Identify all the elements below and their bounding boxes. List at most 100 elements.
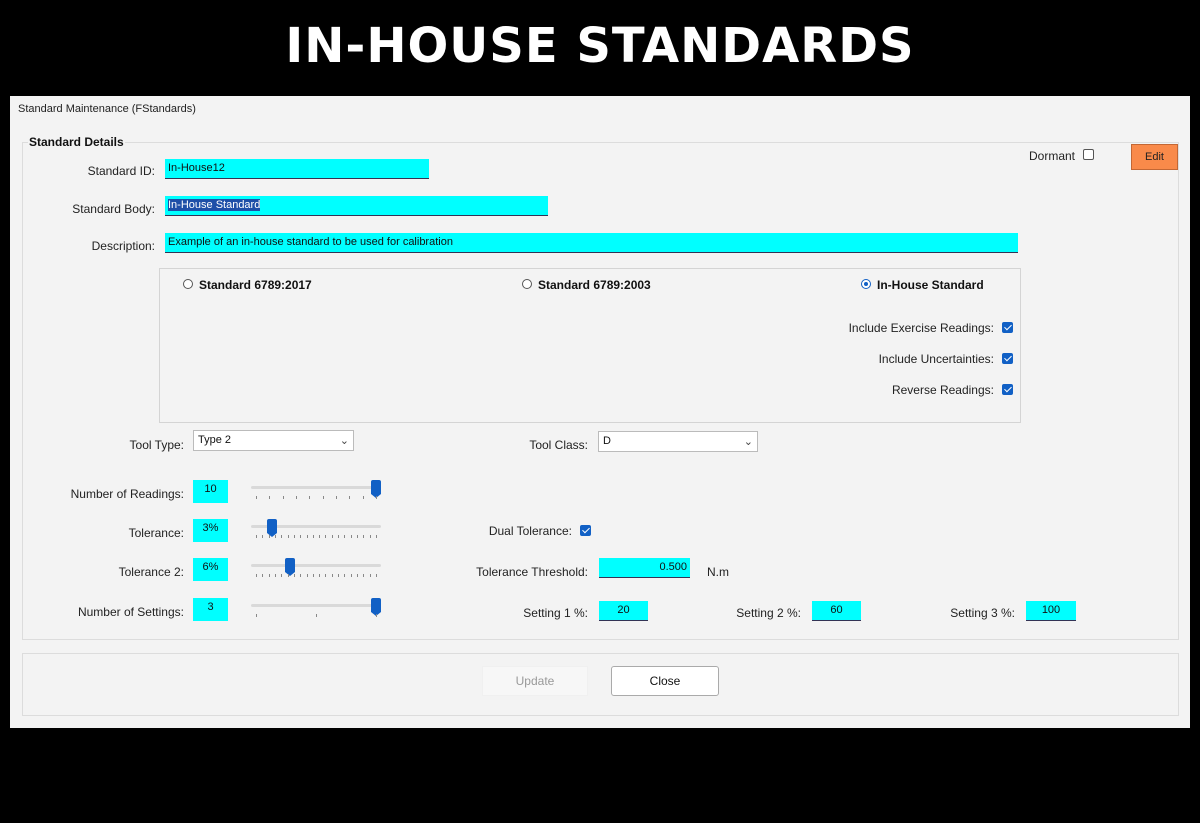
slider-thumb[interactable] — [284, 558, 295, 576]
slider-tick — [357, 574, 359, 577]
radio-standard-6789-2003[interactable] — [522, 279, 532, 289]
standard-details-group — [22, 142, 1179, 640]
close-button[interactable]: Close — [611, 666, 719, 696]
slider-thumb[interactable] — [266, 519, 277, 537]
slider-tick — [369, 574, 371, 577]
number-of-readings-value[interactable]: 10 — [193, 480, 228, 503]
slider-tick — [256, 574, 257, 577]
slider-tick — [282, 496, 284, 499]
setting-2-input[interactable]: 60 — [812, 601, 861, 621]
slider-tick — [309, 496, 311, 499]
tolerance-2-value[interactable]: 6% — [193, 558, 228, 581]
slider-tick — [300, 574, 302, 577]
slider-tick — [350, 574, 352, 577]
tolerance-2-label: Tolerance 2: — [118, 565, 184, 579]
standard-type-group — [159, 268, 1021, 423]
dormant-checkbox[interactable] — [1083, 149, 1094, 160]
setting-1-input[interactable]: 20 — [599, 601, 648, 621]
group-title: Standard Details — [28, 135, 125, 149]
slider-tick — [376, 574, 377, 577]
tolerance-threshold-label: Tolerance Threshold: — [476, 565, 588, 579]
number-of-readings-slider[interactable] — [251, 480, 381, 500]
slider-tick — [256, 614, 257, 617]
include-uncertainties-checkbox[interactable] — [1002, 353, 1013, 364]
tolerance-value[interactable]: 3% — [193, 519, 228, 542]
slider-tick — [357, 535, 359, 538]
slider-tick — [281, 535, 283, 538]
slider-tick — [322, 496, 324, 499]
slider-track — [251, 604, 381, 607]
standard-maintenance-window: Standard Maintenance (FStandards) Standa… — [10, 96, 1190, 728]
standard-body-input[interactable]: In-House Standard — [165, 196, 548, 216]
standard-body-selected-text: In-House Standard — [168, 199, 261, 211]
setting-3-label: Setting 3 %: — [950, 606, 1015, 620]
update-button[interactable]: Update — [482, 666, 588, 696]
chevron-down-icon: ⌄ — [339, 435, 349, 447]
number-of-readings-label: Number of Readings: — [70, 487, 184, 501]
slider-tick — [293, 574, 295, 577]
slider-tick — [306, 574, 308, 577]
tool-class-label: Tool Class: — [529, 438, 588, 452]
slider-tick — [362, 496, 364, 499]
tool-class-select[interactable]: D ⌄ — [598, 431, 758, 452]
slider-tick — [363, 574, 365, 577]
slider-tick — [256, 496, 257, 499]
number-of-settings-slider[interactable] — [251, 598, 381, 618]
slider-tick — [376, 535, 377, 538]
setting-1-label: Setting 1 %: — [523, 606, 588, 620]
tolerance-threshold-unit: N.m — [707, 565, 729, 579]
slider-tick — [336, 496, 337, 499]
slider-track — [251, 486, 381, 489]
slider-tick — [376, 496, 377, 499]
include-exercise-readings-label: Include Exercise Readings: — [848, 321, 994, 335]
slider-tick — [316, 614, 317, 617]
radio-label-in-house-standard[interactable]: In-House Standard — [877, 278, 984, 292]
button-bar — [22, 653, 1179, 716]
dual-tolerance-checkbox[interactable] — [580, 525, 591, 536]
slider-tick — [312, 535, 314, 538]
include-uncertainties-label: Include Uncertainties: — [878, 352, 994, 366]
radio-label-6789-2003[interactable]: Standard 6789:2003 — [538, 278, 651, 292]
slider-tick — [274, 535, 276, 538]
chevron-down-icon: ⌄ — [743, 436, 753, 448]
slider-tick — [331, 535, 333, 538]
window-title: Standard Maintenance (FStandards) — [18, 103, 196, 115]
slider-tick — [369, 535, 371, 538]
slider-tick — [349, 496, 351, 499]
radio-in-house-standard[interactable] — [861, 279, 871, 289]
slider-tick — [274, 574, 276, 577]
slider-tick — [300, 535, 302, 538]
slider-tick — [293, 535, 295, 538]
dormant-label: Dormant — [1029, 149, 1076, 163]
edit-button[interactable]: Edit — [1131, 144, 1178, 170]
setting-2-label: Setting 2 %: — [736, 606, 801, 620]
tolerance-2-slider[interactable] — [251, 558, 381, 578]
slider-tick — [338, 574, 340, 577]
reverse-readings-checkbox[interactable] — [1002, 384, 1013, 395]
slider-thumb[interactable] — [371, 598, 381, 616]
tool-type-value: Type 2 — [198, 434, 232, 446]
description-input[interactable]: Example of an in-house standard to be us… — [165, 233, 1018, 253]
slider-thumb[interactable] — [371, 480, 381, 498]
standard-id-input[interactable]: In-House12 — [165, 159, 429, 179]
slider-tick — [344, 574, 346, 577]
tolerance-slider[interactable] — [251, 519, 381, 539]
tolerance-label: Tolerance: — [128, 526, 184, 540]
include-exercise-readings-checkbox[interactable] — [1002, 322, 1013, 333]
slider-track — [251, 564, 381, 567]
radio-label-6789-2017[interactable]: Standard 6789:2017 — [199, 278, 312, 292]
number-of-settings-label: Number of Settings: — [77, 605, 184, 619]
tool-type-select[interactable]: Type 2 ⌄ — [193, 430, 354, 451]
radio-standard-6789-2017[interactable] — [183, 279, 193, 289]
slider-tick — [268, 574, 270, 577]
slider-tick — [269, 496, 271, 499]
slider-tick — [363, 535, 365, 538]
slider-tick — [268, 535, 270, 538]
number-of-settings-value[interactable]: 3 — [193, 598, 228, 621]
slider-tick — [319, 535, 321, 538]
slider-tick — [262, 535, 264, 538]
setting-3-input[interactable]: 100 — [1026, 601, 1076, 621]
slider-tick — [312, 574, 314, 577]
slider-tick — [296, 496, 297, 499]
tolerance-threshold-input[interactable]: 0.500 — [599, 558, 690, 578]
